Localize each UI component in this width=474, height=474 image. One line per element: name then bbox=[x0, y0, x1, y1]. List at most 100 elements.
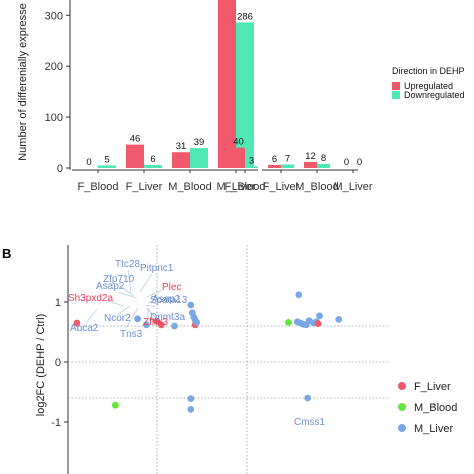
legend-swatch-downregulated bbox=[392, 91, 400, 99]
legend-title: Direction in DEHP bbox=[392, 66, 465, 76]
point-m-liver bbox=[193, 319, 201, 326]
bar-value-label: 7 bbox=[285, 153, 290, 164]
bar-upregulated-f_liver bbox=[268, 164, 281, 168]
bar-downregulated-f_blood bbox=[98, 165, 116, 168]
bar-downregulated-f_blood bbox=[245, 166, 258, 168]
leader-line bbox=[147, 301, 159, 305]
legend-dot-f-liver bbox=[398, 382, 406, 390]
x-tick-label: M_Blood bbox=[168, 181, 211, 193]
leader-line bbox=[107, 300, 125, 307]
bar-value-label: 6 bbox=[272, 154, 277, 165]
y-tick-label: 200 bbox=[45, 61, 63, 73]
bar-upregulated-m_blood bbox=[304, 161, 317, 168]
bar-upregulated-m_blood bbox=[172, 152, 190, 168]
leader-line bbox=[125, 307, 139, 329]
panel-b-label: B bbox=[2, 246, 11, 261]
x-tick-label: F_Blood bbox=[225, 181, 266, 193]
y-tick-label: 0 bbox=[57, 163, 63, 175]
bar-downregulated-m_blood bbox=[317, 163, 330, 168]
gene-label: Abca2 bbox=[70, 323, 99, 334]
bar-upregulated-m_liver bbox=[218, 0, 236, 168]
gene-label: Ttc28 bbox=[115, 259, 140, 270]
point-m-liver bbox=[134, 315, 141, 323]
gene-label: Cmss1 bbox=[294, 417, 326, 428]
gene-label: Asap2 bbox=[96, 281, 125, 292]
bar-value-label: 5 bbox=[104, 154, 109, 165]
bar-downregulated-m_liver bbox=[236, 22, 254, 169]
legend-dot-m-blood bbox=[398, 403, 406, 411]
point-m-liver bbox=[143, 321, 150, 329]
bar-value-label: 6 bbox=[150, 154, 155, 165]
gene-label: Pitpnc1 bbox=[140, 263, 174, 274]
gene-label: Ncor2 bbox=[104, 313, 131, 324]
x-tick-label: F_Liver bbox=[126, 181, 163, 193]
gene-label: Sh3pxd2a bbox=[68, 293, 113, 304]
bar-value-label: 0 bbox=[357, 157, 362, 168]
leader-line bbox=[139, 273, 153, 293]
leader-line bbox=[146, 289, 163, 298]
legend-label-m-blood: M_Blood bbox=[414, 402, 457, 414]
bar-value-label: 46 bbox=[130, 134, 141, 145]
legend-label-m-liver: M_Liver bbox=[414, 423, 453, 435]
legend-label-upregulated: Upregulated bbox=[404, 81, 453, 91]
gene-label: Asap2 bbox=[152, 294, 181, 305]
legend-swatch-upregulated bbox=[392, 82, 400, 90]
gene-label: Zfhx3 bbox=[143, 317, 168, 328]
leader-line bbox=[117, 291, 138, 299]
bar-downregulated-f_liver bbox=[281, 164, 294, 168]
bar-downregulated-f_liver bbox=[144, 164, 162, 168]
bar-upregulated-f_liver bbox=[126, 144, 144, 168]
bar-value-label: 39 bbox=[194, 137, 205, 148]
leader-line bbox=[127, 269, 132, 293]
gene-label: Dnmt3a bbox=[150, 312, 185, 323]
leader-line bbox=[117, 305, 131, 315]
point-m-liver bbox=[335, 316, 343, 323]
point-f-liver bbox=[73, 319, 81, 327]
point-f-liver bbox=[157, 321, 165, 329]
legend-label-f-liver: F_Liver bbox=[414, 381, 451, 393]
x-tick-label: F_Liver bbox=[263, 181, 300, 193]
point-m-liver bbox=[316, 312, 323, 320]
bar-value-label: 8 bbox=[321, 153, 326, 164]
y-tick-label: 300 bbox=[45, 10, 63, 22]
point-f-liver bbox=[314, 320, 322, 327]
y-tick-label: -1 bbox=[51, 417, 61, 429]
leader-line bbox=[146, 307, 157, 319]
leader-line bbox=[145, 304, 157, 308]
point-m-liver bbox=[187, 395, 195, 402]
x-tick-label: M_Liver bbox=[333, 181, 372, 193]
leader-line bbox=[119, 285, 135, 297]
y-tick-label: 100 bbox=[45, 112, 63, 124]
gene-label: Tns3 bbox=[120, 329, 143, 340]
gene-label: Plec bbox=[162, 282, 181, 293]
point-m-liver bbox=[187, 406, 195, 413]
bar-value-label: 0 bbox=[86, 157, 91, 168]
x-tick-label: M_Liver bbox=[216, 181, 255, 193]
point-m-liver bbox=[171, 322, 178, 330]
bar-value-label: 286 bbox=[237, 11, 253, 22]
point-m-liver bbox=[295, 291, 303, 299]
gene-label: Spata13 bbox=[150, 295, 188, 306]
bar-value-label: 12 bbox=[305, 151, 316, 162]
leader-line bbox=[85, 308, 98, 324]
point-m-blood bbox=[111, 401, 119, 409]
y-axis-label-b: log2FC (DEHP / Ctrl) bbox=[35, 314, 47, 416]
x-tick-label: F_Blood bbox=[78, 181, 119, 193]
bar-value-label: 31 bbox=[176, 141, 187, 152]
legend-label-downregulated: Downregulated bbox=[404, 90, 465, 100]
point-m-liver bbox=[187, 301, 195, 309]
y-tick-label: 1 bbox=[55, 297, 61, 309]
point-m-liver bbox=[304, 394, 312, 402]
gene-label: Zfp710 bbox=[103, 274, 135, 285]
y-axis-label-a: Number of differenially expresse bbox=[17, 3, 29, 161]
bar-value-label: 40 bbox=[233, 137, 244, 148]
y-tick-label: 0 bbox=[55, 357, 61, 369]
bar-value-label: 0 bbox=[344, 157, 349, 168]
x-tick-label: M_Blood bbox=[295, 181, 338, 193]
bar-downregulated-m_blood bbox=[190, 148, 208, 168]
bar-upregulated-f_blood bbox=[232, 147, 245, 168]
legend-dot-m-liver bbox=[398, 424, 406, 432]
bar-value-label: 3 bbox=[249, 155, 254, 166]
point-m-blood bbox=[285, 319, 292, 326]
